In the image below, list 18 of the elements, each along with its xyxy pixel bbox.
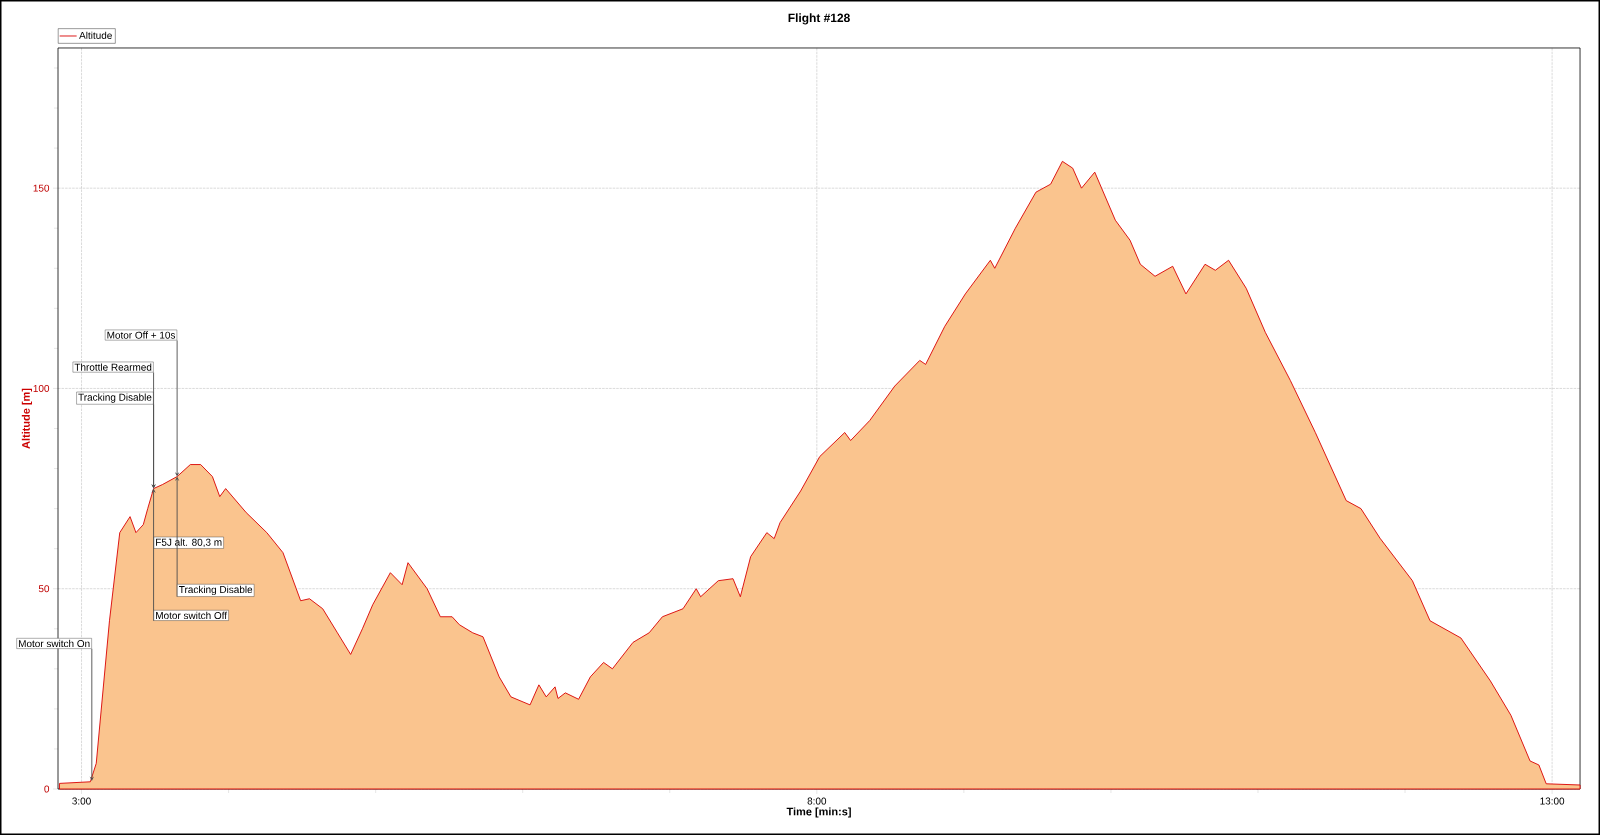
x-tick-label: 8:00 <box>807 797 827 805</box>
annotation: Throttle Rearmed <box>74 363 152 371</box>
y-tick-label: 150 <box>33 184 50 192</box>
y-tick-label: 100 <box>33 384 50 392</box>
annotation: Tracking Disable <box>78 393 152 403</box>
annotation: Tracking Disable <box>179 585 253 596</box>
annotation: Motor Off + 10s <box>107 331 176 339</box>
x-tick-label: 3:00 <box>72 797 91 805</box>
y-axis-title: Altitude [m] <box>21 388 33 449</box>
y-tick-label: 0 <box>44 785 50 793</box>
y-tick-label: 50 <box>38 585 50 593</box>
legend-label: Altitude <box>79 31 112 39</box>
x-tick-label: 13:00 <box>1540 797 1565 805</box>
x-axis-title: Time [min:s] <box>786 807 851 818</box>
chart-title: Flight #128 <box>788 13 850 25</box>
annotation: Motor switch On <box>18 639 90 648</box>
annotation: F5J alt. 80,3 m <box>156 538 222 547</box>
annotation: Motor switch Off <box>156 611 228 620</box>
